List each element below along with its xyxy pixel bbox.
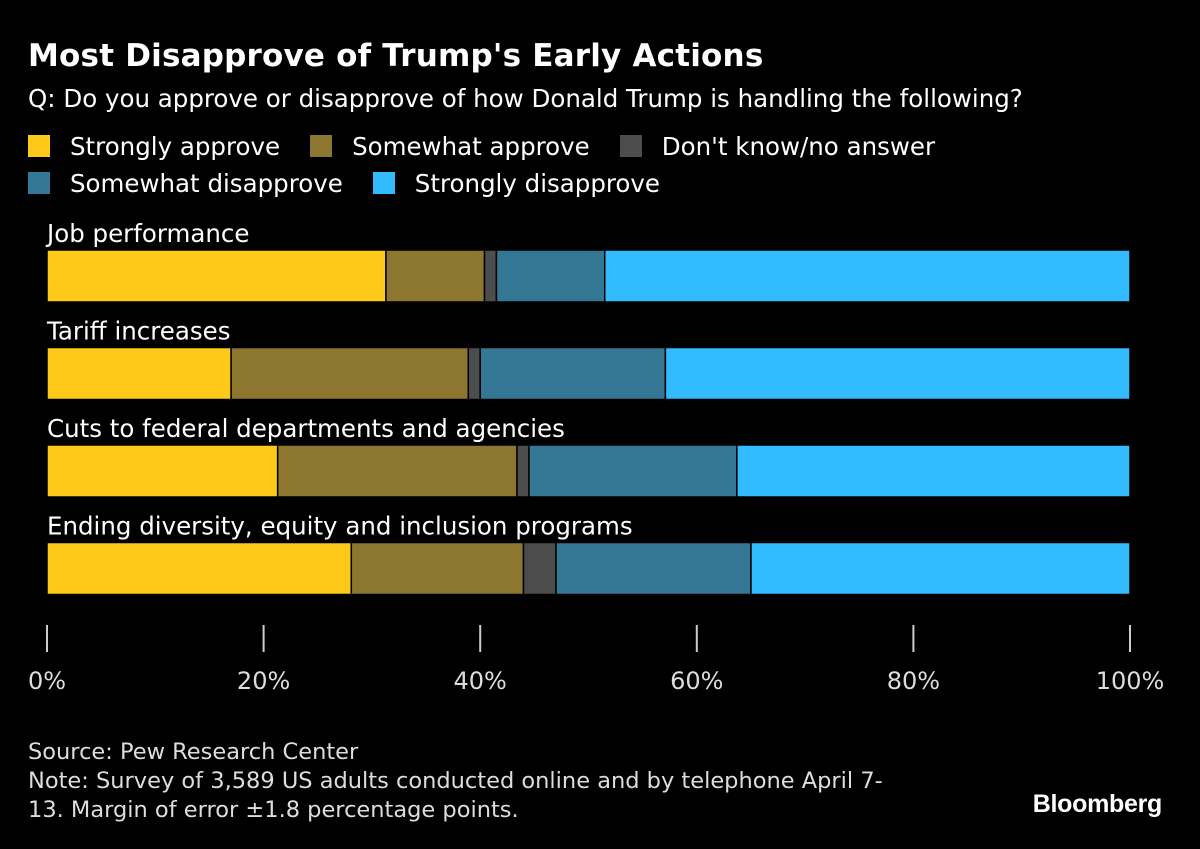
legend-swatch-somewhat-approve	[310, 135, 333, 157]
bloomberg-logo: Bloomberg	[1032, 790, 1163, 818]
bar-segment-somewhat-approve-tariff-increases	[230, 346, 470, 401]
bar-segment-strongly-disapprove-job-performance	[603, 249, 1131, 303]
bar-segment-somewhat-disapprove-job-performance	[495, 249, 606, 303]
x-tick-label-20: 20%	[237, 667, 290, 695]
legend-swatch-strongly-approve	[28, 135, 50, 157]
bar-segment-don-t-know-no-answer-ending-diversity-equity-and-inclusion-programs	[522, 541, 557, 596]
chart-subtitle: Q: Do you approve or disapprove of how D…	[28, 84, 1023, 113]
category-label-ending-diversity-equity-and-inclusion-programs: Ending diversity, equity and inclusion p…	[47, 512, 633, 541]
bar-segment-strongly-approve-ending-diversity-equity-and-inclusion-programs	[46, 541, 353, 596]
x-tick-label-80: 80%	[887, 667, 940, 695]
source-note: Source: Pew Research Center	[28, 739, 359, 765]
legend-item-somewhat-disapprove: Somewhat disapprove	[28, 169, 343, 198]
legend-item-dont-know: Don't know/no answer	[619, 131, 936, 161]
survey-note-line-2: 13. Margin of error ±1.8 percentage poin…	[28, 797, 519, 823]
survey-note-line-1: Note: Survey of 3,589 US adults conducte…	[28, 768, 883, 794]
bar-segment-strongly-approve-tariff-increases	[46, 346, 232, 401]
legend-label-somewhat-disapprove: Somewhat disapprove	[70, 168, 343, 198]
bar-segment-don-t-know-no-answer-job-performance	[483, 249, 498, 303]
bar-segment-don-t-know-no-answer-tariff-increases	[467, 346, 481, 401]
legend-label-dont-know: Don't know/no answer	[661, 131, 936, 161]
x-tick-label-60: 60%	[670, 667, 723, 695]
legend-row-1: Strongly approve Somewhat approve Don't …	[28, 131, 965, 161]
bar-segment-strongly-disapprove-tariff-increases	[664, 346, 1131, 401]
bar-segment-somewhat-approve-job-performance	[385, 249, 486, 303]
bar-segment-somewhat-disapprove-tariff-increases	[479, 346, 667, 401]
x-tick-label-0: 0%	[28, 667, 66, 695]
legend-row-2: Somewhat disapprove Strongly disapprove	[28, 168, 690, 198]
legend-item-somewhat-approve: Somewhat approve	[310, 132, 590, 161]
category-label-tariff-increases: Tariff increases	[46, 317, 231, 346]
bar-segment-somewhat-disapprove-ending-diversity-equity-and-inclusion-programs	[555, 541, 752, 596]
x-tick-label-40: 40%	[454, 667, 507, 695]
legend-swatch-dont-know	[619, 135, 642, 157]
bar-segment-strongly-approve-cuts-to-federal-departments-and-agencies	[46, 444, 279, 498]
x-tick-label-100: 100%	[1096, 667, 1165, 695]
category-label-job-performance: Job performance	[45, 219, 249, 248]
bar-segment-somewhat-disapprove-cuts-to-federal-departments-and-agencies	[528, 444, 738, 498]
bar-segment-strongly-disapprove-cuts-to-federal-departments-and-agencies	[736, 444, 1131, 498]
legend-swatch-somewhat-disapprove	[28, 172, 50, 194]
legend-label-strongly-disapprove: Strongly disapprove	[414, 168, 660, 198]
legend-label-strongly-approve: Strongly approve	[70, 131, 281, 161]
legend-item-strongly-approve: Strongly approve	[28, 132, 280, 161]
legend-item-strongly-disapprove: Strongly disapprove	[372, 168, 660, 198]
legend-label-somewhat-approve: Somewhat approve	[352, 131, 590, 161]
category-label-cuts-to-federal-departments-and-agencies: Cuts to federal departments and agencies	[47, 414, 565, 443]
bar-segment-somewhat-approve-ending-diversity-equity-and-inclusion-programs	[350, 541, 525, 596]
bar-segment-don-t-know-no-answer-cuts-to-federal-departments-and-agencies	[516, 444, 530, 498]
legend-swatch-strongly-disapprove	[372, 172, 395, 194]
bar-segment-strongly-disapprove-ending-diversity-equity-and-inclusion-programs	[750, 541, 1131, 596]
chart-title: Most Disapprove of Trump's Early Actions	[28, 38, 764, 74]
bar-segment-strongly-approve-job-performance	[46, 249, 387, 303]
bar-segment-somewhat-approve-cuts-to-federal-departments-and-agencies	[276, 444, 518, 498]
